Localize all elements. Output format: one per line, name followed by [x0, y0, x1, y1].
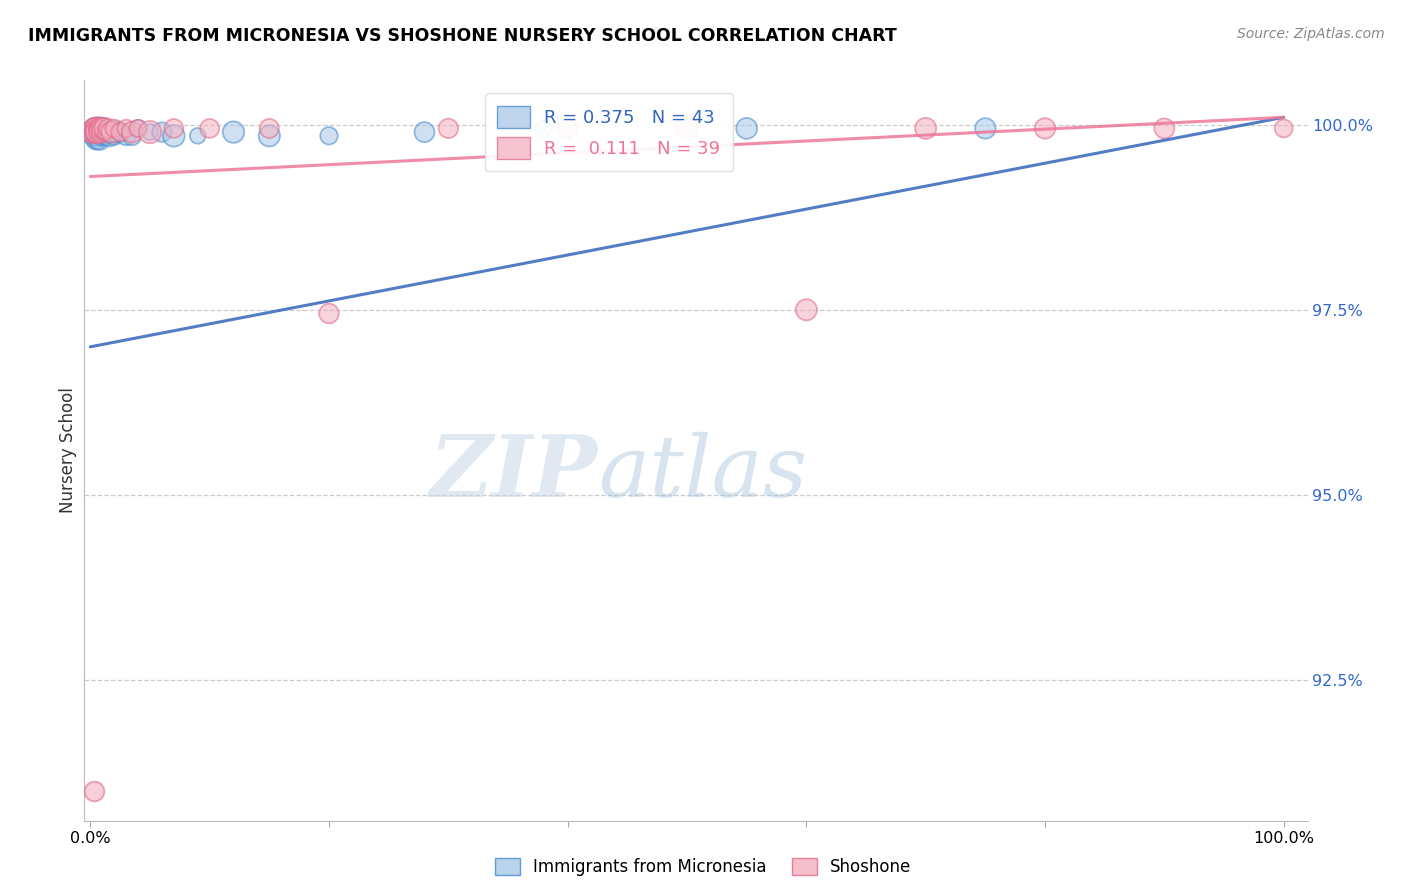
Point: [83, 121, 105, 136]
Point: [101, 125, 124, 139]
Point: [108, 125, 131, 139]
Point: [533, 121, 555, 136]
Point: [413, 125, 436, 139]
Point: [84, 125, 107, 139]
Point: [103, 128, 125, 143]
Point: [557, 121, 579, 136]
Point: [84, 121, 107, 136]
Point: [1033, 121, 1056, 136]
Point: [108, 125, 131, 139]
Point: [89, 132, 111, 146]
Point: [93, 125, 115, 139]
Point: [974, 121, 997, 136]
Point: [90, 125, 112, 139]
Point: [163, 128, 186, 143]
Legend: Immigrants from Micronesia, Shoshone: Immigrants from Micronesia, Shoshone: [488, 852, 918, 883]
Point: [93, 125, 115, 139]
Text: atlas: atlas: [598, 432, 807, 514]
Point: [84, 121, 107, 136]
Point: [98, 128, 121, 143]
Point: [127, 121, 149, 136]
Point: [86, 132, 108, 146]
Point: [93, 121, 115, 136]
Point: [914, 121, 936, 136]
Point: [318, 128, 340, 143]
Point: [437, 121, 460, 136]
Point: [121, 125, 143, 139]
Text: IMMIGRANTS FROM MICRONESIA VS SHOSHONE NURSERY SCHOOL CORRELATION CHART: IMMIGRANTS FROM MICRONESIA VS SHOSHONE N…: [28, 27, 897, 45]
Point: [198, 121, 221, 136]
Point: [115, 128, 138, 143]
Point: [259, 128, 281, 143]
Point: [318, 306, 340, 320]
Point: [87, 121, 110, 136]
Point: [86, 121, 108, 136]
Point: [86, 125, 108, 139]
Point: [91, 121, 114, 136]
Point: [796, 302, 818, 317]
Point: [90, 121, 112, 136]
Point: [91, 125, 114, 139]
Point: [84, 125, 107, 139]
Point: [90, 128, 112, 143]
Point: [86, 121, 108, 136]
Point: [84, 132, 107, 146]
Point: [150, 125, 173, 139]
Point: [735, 121, 758, 136]
Point: [83, 125, 105, 139]
Point: [90, 121, 112, 136]
Point: [1153, 121, 1175, 136]
Point: [1272, 121, 1295, 136]
Point: [139, 125, 162, 139]
Point: [97, 121, 120, 136]
Point: [105, 125, 128, 139]
Point: [97, 125, 120, 139]
Point: [84, 121, 107, 136]
Point: [222, 125, 245, 139]
Point: [101, 125, 124, 139]
Point: [94, 125, 117, 139]
Point: [94, 125, 117, 139]
Point: [87, 121, 110, 136]
Point: [187, 128, 209, 143]
Y-axis label: Nursery School: Nursery School: [59, 387, 77, 514]
Point: [91, 121, 114, 136]
Point: [82, 125, 104, 139]
Point: [121, 128, 143, 143]
Legend: R = 0.375   N = 43, R =  0.111   N = 39: R = 0.375 N = 43, R = 0.111 N = 39: [485, 93, 733, 171]
Point: [86, 125, 108, 139]
Point: [89, 121, 111, 136]
Point: [115, 121, 138, 136]
Text: ZIP: ZIP: [430, 431, 598, 515]
Point: [89, 125, 111, 139]
Point: [84, 125, 107, 139]
Point: [139, 125, 162, 139]
Text: Source: ZipAtlas.com: Source: ZipAtlas.com: [1237, 27, 1385, 41]
Point: [87, 128, 110, 143]
Point: [84, 128, 107, 143]
Point: [163, 121, 186, 136]
Point: [89, 125, 111, 139]
Point: [83, 784, 105, 798]
Point: [103, 121, 125, 136]
Point: [83, 128, 105, 143]
Point: [83, 121, 105, 136]
Point: [676, 121, 699, 136]
Point: [82, 125, 104, 139]
Point: [93, 128, 115, 143]
Point: [127, 121, 149, 136]
Point: [259, 121, 281, 136]
Point: [96, 128, 118, 143]
Point: [87, 125, 110, 139]
Point: [84, 125, 107, 139]
